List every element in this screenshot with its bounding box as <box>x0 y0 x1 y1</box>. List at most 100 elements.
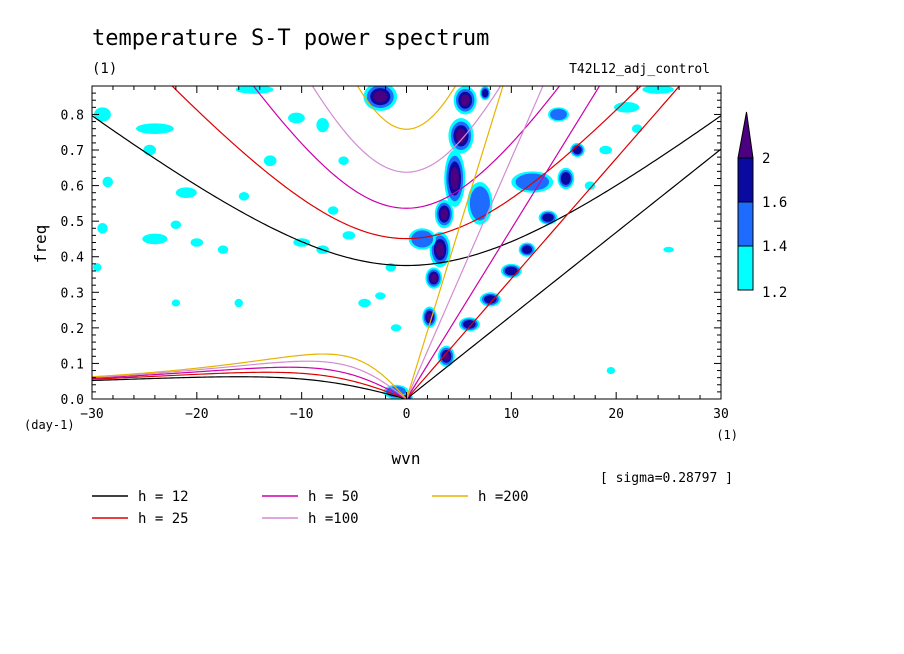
contour-blob-49-level-0 <box>599 145 612 155</box>
gravity-curve-2 <box>252 86 561 209</box>
x-tick-label: 20 <box>608 407 624 422</box>
x-tick-label: −30 <box>80 407 103 422</box>
colorbar-swatch <box>737 245 754 291</box>
contour-blob-11-level-2 <box>505 266 518 276</box>
contour-blob-13-level-2 <box>542 213 554 222</box>
contour-blob-28-level-0 <box>190 238 204 247</box>
kelvin-curve-1 <box>406 86 681 399</box>
legend-label: h =100 <box>308 511 359 527</box>
contour-blob-26-level-0 <box>175 187 197 199</box>
colorbar-label: 1.6 <box>762 195 787 211</box>
x-axis-unit: (1) <box>716 428 738 442</box>
y-axis-label: freq <box>31 225 50 264</box>
x-tick-label: 0 <box>403 407 411 422</box>
colorbar-label: 1.4 <box>762 239 787 255</box>
contour-blob-36-level-0 <box>288 112 305 124</box>
rossby-curve-4 <box>92 353 407 399</box>
contour-blob-6-level-3 <box>455 128 467 143</box>
contour-blob-19-level-1 <box>550 108 567 121</box>
contour-blob-51-level-0 <box>631 124 643 133</box>
gravity-curve-0 <box>92 115 721 267</box>
contour-blob-18-level-1 <box>515 173 550 191</box>
legend-label: h = 12 <box>138 489 189 505</box>
legend-label: h = 25 <box>138 511 189 527</box>
contour-blob-4-level-3 <box>440 208 449 220</box>
contour-blob-45-level-0 <box>93 263 102 272</box>
contour-blob-43-level-0 <box>234 298 243 308</box>
y-tick-label: 0.1 <box>61 357 84 372</box>
y-tick-label: 0.5 <box>61 215 84 230</box>
contour-blob-34-level-0 <box>238 191 250 201</box>
kelvin-curve-2 <box>405 86 601 399</box>
x-tick-label: 10 <box>504 407 520 422</box>
x-tick-label: −10 <box>290 407 313 422</box>
contour-blob-41-level-0 <box>358 298 371 308</box>
y-tick-label: 0.6 <box>61 180 84 195</box>
rossby-curve-3 <box>92 360 407 399</box>
contour-blob-30-level-0 <box>97 222 108 234</box>
colorbar-arrow <box>737 111 754 159</box>
contour-blob-17-level-1 <box>469 186 490 221</box>
contour-blob-7-level-3 <box>460 94 470 106</box>
y-tick-label: 0.0 <box>61 393 84 408</box>
x-axis-label: wvn <box>392 449 421 468</box>
plot-frame <box>91 85 722 400</box>
contour-blob-33-level-0 <box>263 155 277 167</box>
contour-blob-29-level-0 <box>170 220 182 229</box>
contour-blob-0-level-3 <box>442 352 450 361</box>
x-axis: −30 −20 −10 0 10 20 30 <box>80 86 729 422</box>
y-tick-label: 0.8 <box>61 108 84 123</box>
legend-label: h = 50 <box>308 489 359 505</box>
y-tick-label: 0.4 <box>61 251 85 266</box>
gravity-curve-4 <box>356 86 457 130</box>
contour-blob-40-level-0 <box>338 156 349 165</box>
y-axis-unit: (day-1) <box>24 418 75 432</box>
contour-blob-12-level-2 <box>522 245 533 254</box>
contour-blob-55-level-0 <box>327 206 339 215</box>
contour-blob-54-level-2 <box>481 88 489 98</box>
contour-blob-53-level-0 <box>606 366 616 375</box>
legend-label: h =200 <box>478 489 529 505</box>
gravity-curve-1 <box>171 86 642 240</box>
sigma-label: [ sigma=0.28797 ] <box>600 471 733 486</box>
contour-blob-47-level-0 <box>614 102 640 113</box>
dispersion-curves <box>92 86 721 399</box>
colorbar: 1.2 1.4 1.6 2 <box>737 111 787 301</box>
contour-blob-37-level-0 <box>316 118 329 133</box>
contour-blob-46-level-0 <box>375 292 386 300</box>
y-tick-label: 0.2 <box>61 322 84 337</box>
contour-blob-23-level-0 <box>136 123 174 135</box>
contour-blob-44-level-0 <box>171 299 181 307</box>
contour-blob-2-level-3 <box>430 273 438 283</box>
colorbar-label: 2 <box>762 151 770 167</box>
kelvin-curve-0 <box>406 148 721 399</box>
contour-blob-22-level-0 <box>94 107 111 122</box>
contour-blob-8-level-3 <box>373 90 388 103</box>
power-contours <box>93 86 674 399</box>
contour-blob-38-level-0 <box>342 231 356 240</box>
y-axis: 0.0 0.1 0.2 0.3 0.4 0.5 0.6 0.7 0.8 <box>61 85 721 408</box>
contour-blob-42-level-0 <box>390 324 402 332</box>
contour-blob-27-level-0 <box>142 233 168 245</box>
contour-blob-10-level-2 <box>484 295 497 304</box>
contour-blob-50-level-0 <box>584 181 596 190</box>
contour-blob-3-level-3 <box>435 242 445 257</box>
y-tick-label: 0.3 <box>61 286 84 301</box>
title-unit: (1) <box>92 61 117 77</box>
gravity-curve-3 <box>311 86 502 173</box>
contour-blob-16-level-1 <box>411 230 434 248</box>
contour-blob-15-level-2 <box>572 145 582 155</box>
contour-blob-25-level-0 <box>143 144 156 156</box>
chart-title: temperature S-T power spectrum <box>92 26 489 51</box>
contour-blob-35-level-0 <box>217 245 229 254</box>
legend: h = 12 h = 25 h = 50 h =100 h =200 <box>92 489 529 527</box>
colorbar-label: 1.2 <box>762 285 787 301</box>
experiment-label: T42L12_adj_control <box>569 62 710 77</box>
contour-blob-5-level-3 <box>450 167 459 190</box>
rossby-curve-1 <box>92 371 407 399</box>
rossby-curve-0 <box>92 376 407 399</box>
contour-blob-39-level-0 <box>235 86 274 94</box>
rossby-curve-2 <box>92 366 407 399</box>
contour-blob-52-level-0 <box>663 246 674 253</box>
